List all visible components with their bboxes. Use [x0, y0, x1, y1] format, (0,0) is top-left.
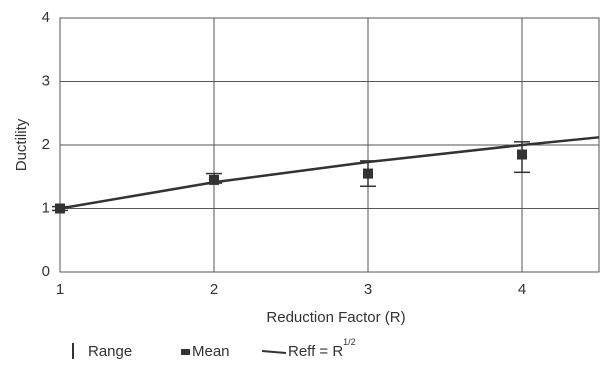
- mean-marker: [363, 168, 373, 179]
- legend-swatch: [181, 349, 190, 355]
- y-tick-label: 0: [42, 263, 50, 280]
- legend-label: Range: [88, 343, 132, 360]
- x-tick-label: 4: [518, 281, 526, 298]
- reff-line: [59, 136, 600, 210]
- y-axis-title: Ductility: [13, 118, 30, 171]
- legend-label-superscript: 1/2: [343, 337, 356, 347]
- x-axis-title: Reduction Factor (R): [266, 309, 405, 326]
- legend-label: Reff = R1/2: [288, 337, 356, 360]
- y-tick-label: 4: [42, 9, 50, 26]
- x-tick-label: 1: [56, 281, 64, 298]
- legend-label: Mean: [192, 343, 230, 360]
- plot-frame: [59, 17, 600, 273]
- mean-marker: [209, 174, 219, 185]
- y-tick-label: 2: [42, 136, 50, 153]
- legend-swatch: [261, 350, 287, 354]
- x-tick-label: 2: [210, 281, 218, 298]
- y-tick-label: 1: [42, 199, 50, 216]
- mean-marker: [517, 149, 527, 160]
- x-tick-label: 3: [364, 281, 372, 298]
- y-tick-label: 3: [42, 72, 50, 89]
- legend-label-text: Reff = R: [288, 343, 343, 360]
